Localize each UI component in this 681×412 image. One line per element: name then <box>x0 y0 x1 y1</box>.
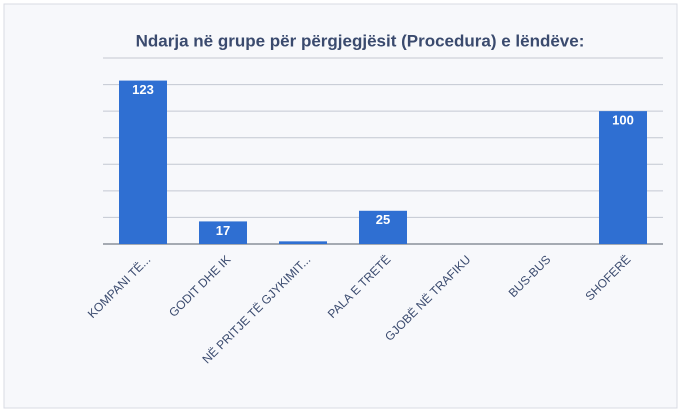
bar <box>599 111 647 245</box>
chart-title: Ndarja në grupe për përgjegjësit (Proced… <box>136 31 585 50</box>
bar <box>359 210 407 244</box>
chart-background <box>3 3 678 409</box>
data-label: 25 <box>376 212 390 227</box>
bar <box>279 241 327 244</box>
data-label: 100 <box>612 113 634 128</box>
data-label: 17 <box>216 223 230 238</box>
data-label: 123 <box>132 82 154 97</box>
bar <box>199 221 247 244</box>
bar <box>119 80 167 244</box>
